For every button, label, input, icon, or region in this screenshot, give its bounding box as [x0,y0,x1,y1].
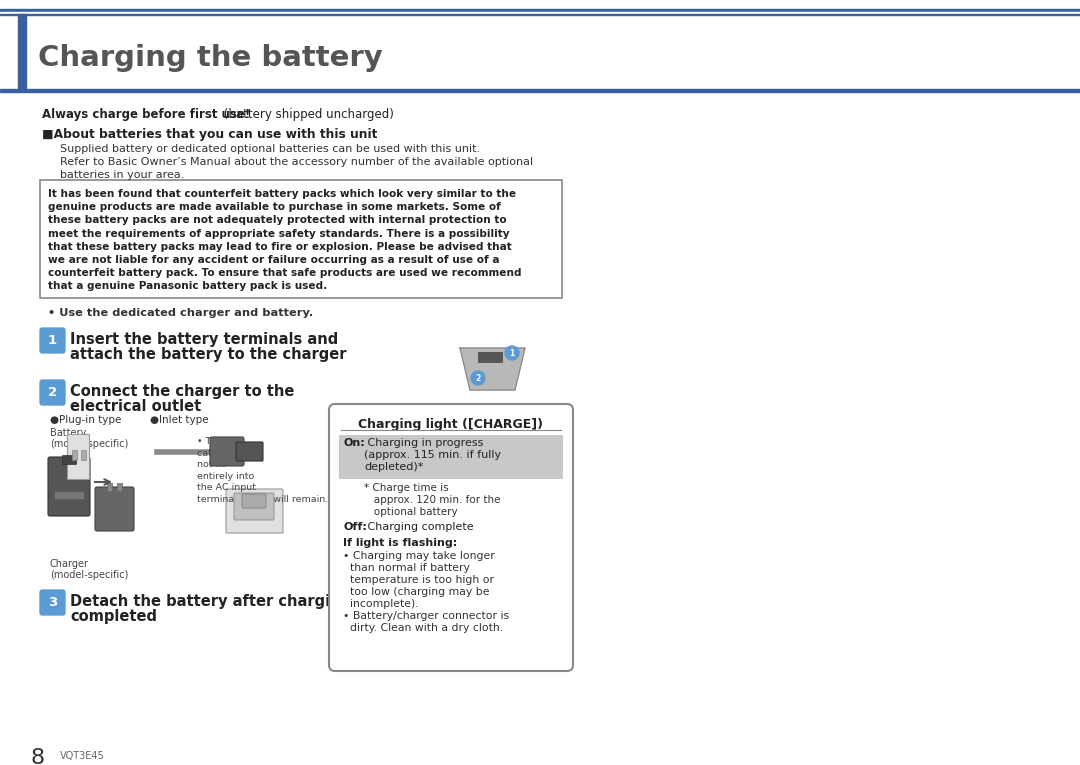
Text: It has been found that counterfeit battery packs which look very similar to the: It has been found that counterfeit batte… [48,189,516,199]
Bar [339,435,563,479]
Text: approx. 120 min. for the: approx. 120 min. for the [364,495,500,505]
FancyBboxPatch shape [237,442,264,461]
Text: cable does: cable does [197,448,248,457]
Text: ■About batteries that you can use with this unit: ■About batteries that you can use with t… [42,128,377,141]
FancyBboxPatch shape [329,404,573,671]
FancyBboxPatch shape [210,437,244,466]
Text: dirty. Clean with a dry cloth.: dirty. Clean with a dry cloth. [343,623,503,633]
Text: ●Inlet type: ●Inlet type [150,415,208,425]
Text: Off:: Off: [343,522,367,532]
Text: counterfeit battery pack. To ensure that safe products are used we recommend: counterfeit battery pack. To ensure that… [48,269,522,278]
Text: not fit: not fit [197,460,226,469]
Text: genuine products are made available to purchase in some markets. Some of: genuine products are made available to p… [48,202,501,212]
Text: • The AC: • The AC [197,437,239,446]
Text: terminal. A gap will remain.: terminal. A gap will remain. [197,494,328,503]
Text: entirely into: entirely into [197,471,254,480]
Text: these battery packs are not adequately protected with internal protection to: these battery packs are not adequately p… [48,216,507,226]
Text: meet the requirements of appropriate safety standards. There is a possibility: meet the requirements of appropriate saf… [48,229,510,239]
Bar [72,450,77,460]
Text: If light is flashing:: If light is flashing: [343,538,457,548]
Text: that these battery packs may lead to fire or explosion. Please be advised that: that these battery packs may lead to fir… [48,242,512,252]
Text: • Use the dedicated charger and battery.: • Use the dedicated charger and battery. [48,308,313,318]
FancyBboxPatch shape [39,379,66,406]
Text: we are not liable for any accident or failure occurring as a result of use of a: we are not liable for any accident or fa… [48,255,499,265]
Text: Battery: Battery [50,428,86,438]
Text: * Charge time is: * Charge time is [364,483,448,493]
Bar [0,9,1080,12]
FancyBboxPatch shape [226,489,283,533]
Text: Supplied battery or dedicated optional batteries can be used with this unit.: Supplied battery or dedicated optional b… [60,144,481,154]
Text: batteries in your area.: batteries in your area. [60,170,185,180]
Text: Detach the battery after charging is: Detach the battery after charging is [70,594,370,609]
Text: Connect the charger to the: Connect the charger to the [70,384,295,399]
Text: than normal if battery: than normal if battery [343,563,470,573]
Bar [62,455,76,464]
Text: that a genuine Panasonic battery pack is used.: that a genuine Panasonic battery pack is… [48,282,327,291]
Circle shape [471,371,485,385]
Bar [18,14,26,88]
Text: 2: 2 [48,386,57,399]
Text: Always charge before first use!: Always charge before first use! [42,108,251,121]
Text: incomplete).: incomplete). [343,599,419,609]
Text: • Charging may take longer: • Charging may take longer [343,551,495,561]
Text: too low (charging may be: too low (charging may be [343,587,489,597]
FancyBboxPatch shape [95,487,134,531]
Text: (model-specific): (model-specific) [50,439,129,449]
Text: Insert the battery terminals and: Insert the battery terminals and [70,332,338,347]
Text: Charging complete: Charging complete [364,522,474,532]
Bar [81,450,86,460]
Text: (model-specific): (model-specific) [50,570,129,580]
Text: the AC input: the AC input [197,483,256,492]
Bar [0,89,1080,92]
Bar [478,352,502,362]
Text: Refer to Basic Owner’s Manual about the accessory number of the available option: Refer to Basic Owner’s Manual about the … [60,157,534,167]
Bar [0,12,1080,90]
Polygon shape [460,348,525,390]
FancyBboxPatch shape [48,457,90,516]
Text: (battery shipped uncharged): (battery shipped uncharged) [220,108,394,121]
Text: electrical outlet: electrical outlet [70,399,201,414]
Text: optional battery: optional battery [364,507,458,517]
Text: Charging the battery: Charging the battery [38,44,382,72]
Text: 1: 1 [510,349,515,357]
Text: completed: completed [70,609,157,624]
Bar [0,14,561,15]
Text: 8: 8 [30,748,44,765]
FancyBboxPatch shape [39,327,66,354]
Text: Charging in progress: Charging in progress [364,438,484,448]
Bar [117,483,122,491]
Text: 2: 2 [475,373,481,382]
Bar [107,483,112,491]
Text: depleted)*: depleted)* [364,462,423,472]
Text: (approx. 115 min. if fully: (approx. 115 min. if fully [364,450,501,460]
Text: Charging light ([CHARGE]): Charging light ([CHARGE]) [359,418,543,431]
Bar [67,434,89,479]
Text: Charger: Charger [50,559,89,569]
FancyBboxPatch shape [39,589,66,616]
Bar [561,14,1080,15]
Text: 1: 1 [48,334,57,347]
Text: VQT3E45: VQT3E45 [60,751,105,761]
Circle shape [505,346,519,360]
Text: • Battery/charger connector is: • Battery/charger connector is [343,611,509,621]
FancyBboxPatch shape [40,180,562,298]
Text: temperature is too high or: temperature is too high or [343,575,494,585]
FancyBboxPatch shape [242,494,266,508]
Text: attach the battery to the charger: attach the battery to the charger [70,347,347,362]
Bar [54,491,84,499]
Text: On:: On: [343,438,365,448]
Text: ●Plug-in type: ●Plug-in type [50,415,121,425]
Text: 3: 3 [48,596,57,609]
FancyBboxPatch shape [234,493,274,520]
